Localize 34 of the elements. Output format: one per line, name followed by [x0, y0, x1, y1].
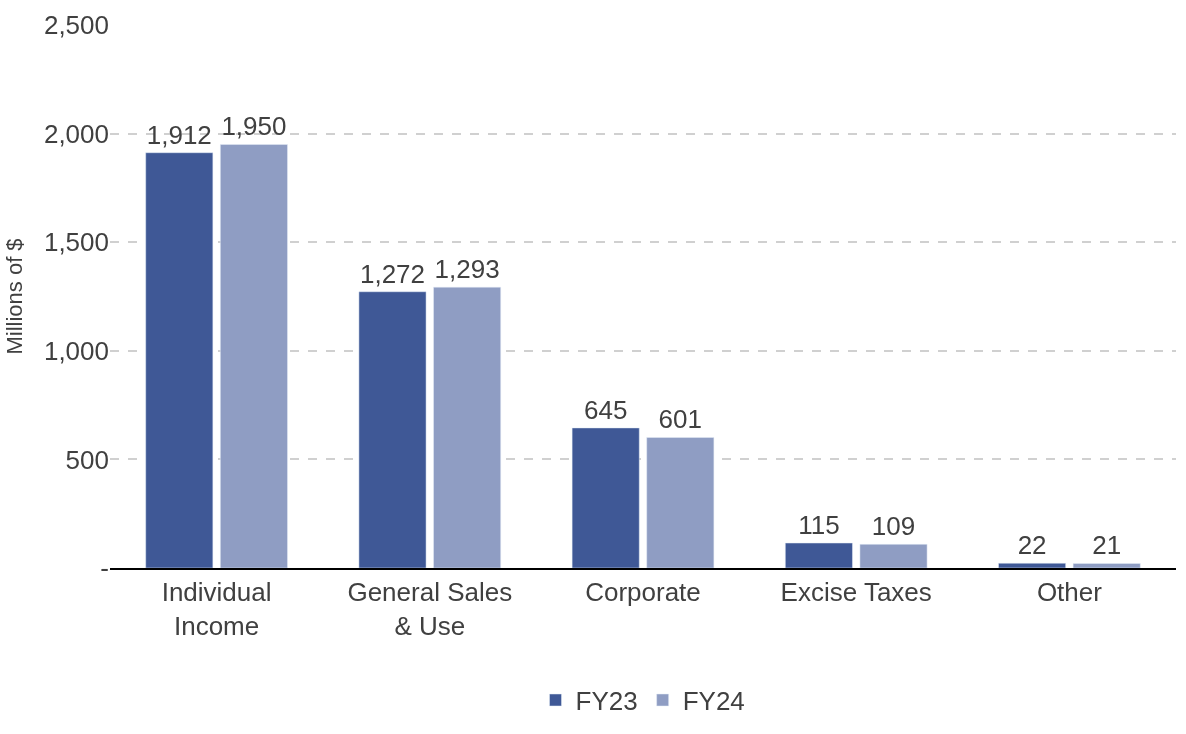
- bar: [433, 286, 501, 568]
- y-tick-label: 2,500: [43, 10, 109, 41]
- bar: [646, 437, 715, 568]
- x-tick-label: Corporate: [585, 576, 701, 607]
- legend-label: FY23: [575, 686, 638, 717]
- x-tick-label: Excise Taxes: [780, 576, 932, 607]
- data-label: 1,293: [434, 254, 500, 285]
- y-tick-label: -: [100, 553, 109, 584]
- bar: [859, 544, 928, 568]
- legend-label: FY24: [682, 686, 745, 717]
- bar: [145, 152, 214, 568]
- data-label: 22: [1017, 530, 1047, 561]
- x-tick-label: Individual Income: [161, 576, 272, 641]
- data-label: 109: [871, 511, 916, 542]
- y-tick-label: 2,000: [43, 118, 109, 149]
- data-label: 21: [1092, 530, 1122, 561]
- x-tick-label: General Sales & Use: [347, 576, 513, 641]
- bar: [785, 542, 853, 568]
- bar: [358, 291, 427, 568]
- data-label: 601: [658, 404, 703, 435]
- bar: [571, 427, 640, 568]
- x-tick-label: Other: [1036, 576, 1103, 607]
- bar: [220, 144, 288, 568]
- y-tick-label: 500: [65, 444, 109, 475]
- y-axis-title: Millions of $: [1, 238, 27, 355]
- bar: [998, 562, 1066, 568]
- data-label: 1,272: [359, 258, 426, 289]
- bar: [1072, 563, 1141, 568]
- y-tick-label: 1,000: [43, 335, 109, 366]
- data-label: 115: [798, 510, 840, 541]
- data-label: 1,950: [221, 111, 287, 142]
- y-tick-label: 1,500: [43, 227, 109, 258]
- data-label: 645: [583, 394, 628, 425]
- data-label: 1,912: [146, 119, 212, 150]
